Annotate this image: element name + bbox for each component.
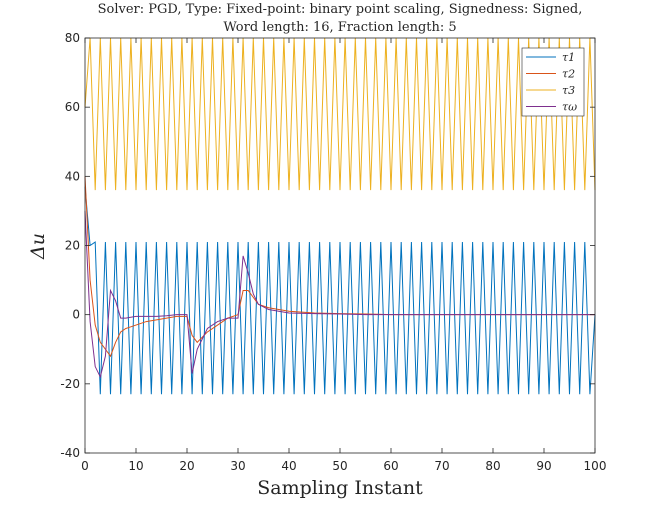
y-tick-label-5: 60 xyxy=(65,100,80,114)
y-tick-label-6: 80 xyxy=(65,31,80,45)
series-layer xyxy=(84,37,596,395)
chart-title-line-2: Word length: 16, Fraction length: 5 xyxy=(223,20,456,35)
y-axis-label: Δu xyxy=(27,233,49,260)
x-tick-label-9: 90 xyxy=(536,459,551,473)
x-tick-label-4: 40 xyxy=(281,459,296,473)
legend-box xyxy=(521,47,585,117)
x-tick-label-5: 50 xyxy=(332,459,347,473)
y-tick-label-3: 20 xyxy=(65,239,80,253)
chart-title: Solver: PGD, Type: Fixed-point: binary p… xyxy=(98,2,583,35)
x-tick-label-8: 80 xyxy=(485,459,500,473)
x-tick-label-10: 100 xyxy=(584,459,607,473)
y-tick-label-1: -20 xyxy=(60,377,80,391)
series-line-3 xyxy=(84,37,596,191)
chart-title-line-1: Solver: PGD, Type: Fixed-point: binary p… xyxy=(98,2,583,17)
x-tick-label-3: 30 xyxy=(230,459,245,473)
legend-label-2: τ2 xyxy=(562,68,575,81)
x-tick-label-2: 20 xyxy=(179,459,194,473)
x-tick-label-7: 70 xyxy=(434,459,449,473)
series-line-4 xyxy=(84,210,595,379)
series-line-2 xyxy=(84,176,595,358)
x-tick-label-1: 10 xyxy=(128,459,143,473)
y-tick-label-0: -40 xyxy=(60,446,80,460)
legend-label-4: τω xyxy=(562,101,577,114)
y-tick-label-4: 40 xyxy=(65,169,80,183)
axes-layer: 0 10 20 30 40 50 60 70 80 90 100 -40 -20 0 20 40 60 80 xyxy=(60,31,606,473)
y-tick-label-2: 0 xyxy=(72,308,80,322)
legend-label-3: τ3 xyxy=(562,84,575,97)
legend: τ1 τ2 τ3 τω xyxy=(521,47,585,117)
x-tick-label-0: 0 xyxy=(81,459,89,473)
series-line-1 xyxy=(84,186,596,395)
x-tick-label-6: 60 xyxy=(383,459,398,473)
x-axis-label: Sampling Instant xyxy=(257,477,423,499)
legend-label-1: τ1 xyxy=(562,51,575,64)
